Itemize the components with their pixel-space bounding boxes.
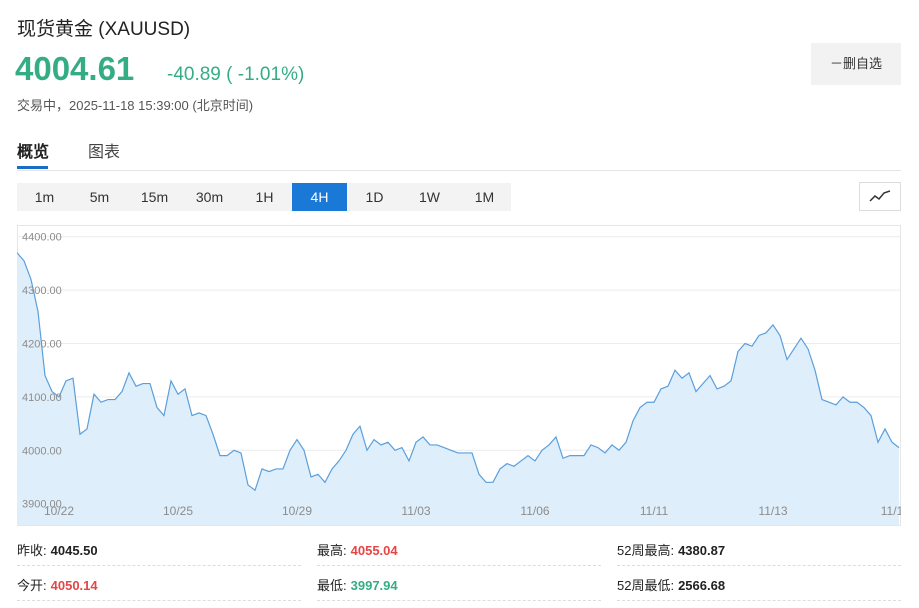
- stat-value: 2566.68: [678, 578, 726, 593]
- stat-label: 昨收:: [17, 543, 47, 558]
- icon: [869, 190, 891, 202]
- x-tick-label: 10/25: [163, 504, 193, 518]
- stat-value: 4055.04: [350, 543, 398, 558]
- stat-value: 4045.50: [50, 543, 98, 558]
- stat-label: 今开:: [17, 578, 47, 593]
- stat: 52周最高: 4380.87: [617, 538, 901, 566]
- x-tick-label: 11/11: [640, 504, 669, 518]
- y-tick-label: 4200.00: [22, 339, 62, 351]
- y-tick-label: 4400.00: [22, 232, 62, 244]
- stat: 昨收: 4045.50: [17, 538, 301, 566]
- stat-label: 最高:: [317, 543, 347, 558]
- chart: 3900.00 4000.00 4100.00 4200.00 4300.00 4400.…: [17, 225, 901, 526]
- line: [17, 252, 900, 492]
- y-tick-label: 3900.00: [22, 499, 62, 511]
- period-button[interactable]: 4H: [292, 183, 347, 211]
- period-button[interactable]: 15m: [140, 189, 169, 205]
- period-button[interactable]: 5m: [89, 189, 110, 205]
- y-tick-label: 4100.00: [22, 392, 62, 404]
- area: [17, 252, 899, 526]
- stat: 最低: 3997.94: [317, 573, 601, 601]
- tab[interactable]: 图表: [88, 144, 121, 161]
- tab-underline: [17, 166, 48, 169]
- stat-label: 最低:: [317, 578, 347, 593]
- y-tick-label: 4300.00: [22, 285, 62, 297]
- stat-label: 52周最低:: [617, 578, 675, 593]
- status: 交易中，2025-11-18 15:39:00 (北京时间): [17, 98, 254, 113]
- period-button[interactable]: 1m: [34, 189, 55, 205]
- stat-value: 4380.87: [678, 543, 726, 558]
- button-frame: [859, 182, 901, 211]
- stat: 52周最低: 2566.68: [617, 573, 901, 601]
- watchlist-button[interactable]: －删自选: [811, 43, 901, 85]
- period-button[interactable]: 1H: [255, 189, 274, 205]
- period-bar: 1m 5m 15m 30m 1H 4H 1D 1W 1M: [17, 183, 511, 211]
- tab[interactable]: 概览: [17, 144, 50, 161]
- stat-value: 3997.94: [350, 578, 398, 593]
- x-tick-label: 11/13: [758, 504, 787, 518]
- stat: 今开: 4050.14: [17, 573, 301, 601]
- price: 4004.61: [15, 50, 135, 87]
- divider: [17, 170, 901, 171]
- y-tick-label: 4000.00: [22, 445, 62, 457]
- x-tick-label: 10/29: [282, 504, 312, 518]
- change: -40.89 ( -1.01%): [167, 64, 305, 85]
- title: 现货黄金 (XAUUSD): [17, 19, 191, 40]
- period-button[interactable]: 1D: [365, 189, 384, 205]
- stat: 最高: 4055.04: [317, 538, 601, 566]
- x-tick-label: 11/06: [520, 504, 549, 518]
- x-tick-label: 11/03: [401, 504, 430, 518]
- chart-style-button[interactable]: [859, 182, 901, 211]
- period-button[interactable]: 1W: [419, 189, 440, 205]
- period-button[interactable]: 1M: [474, 189, 495, 205]
- stat-label: 52周最高:: [617, 543, 675, 558]
- period-button[interactable]: 30m: [195, 189, 224, 205]
- stat-value: 4050.14: [50, 578, 98, 593]
- x-tick-label: 10/22: [44, 504, 74, 518]
- x-tick-label: 11/1: [881, 504, 901, 518]
